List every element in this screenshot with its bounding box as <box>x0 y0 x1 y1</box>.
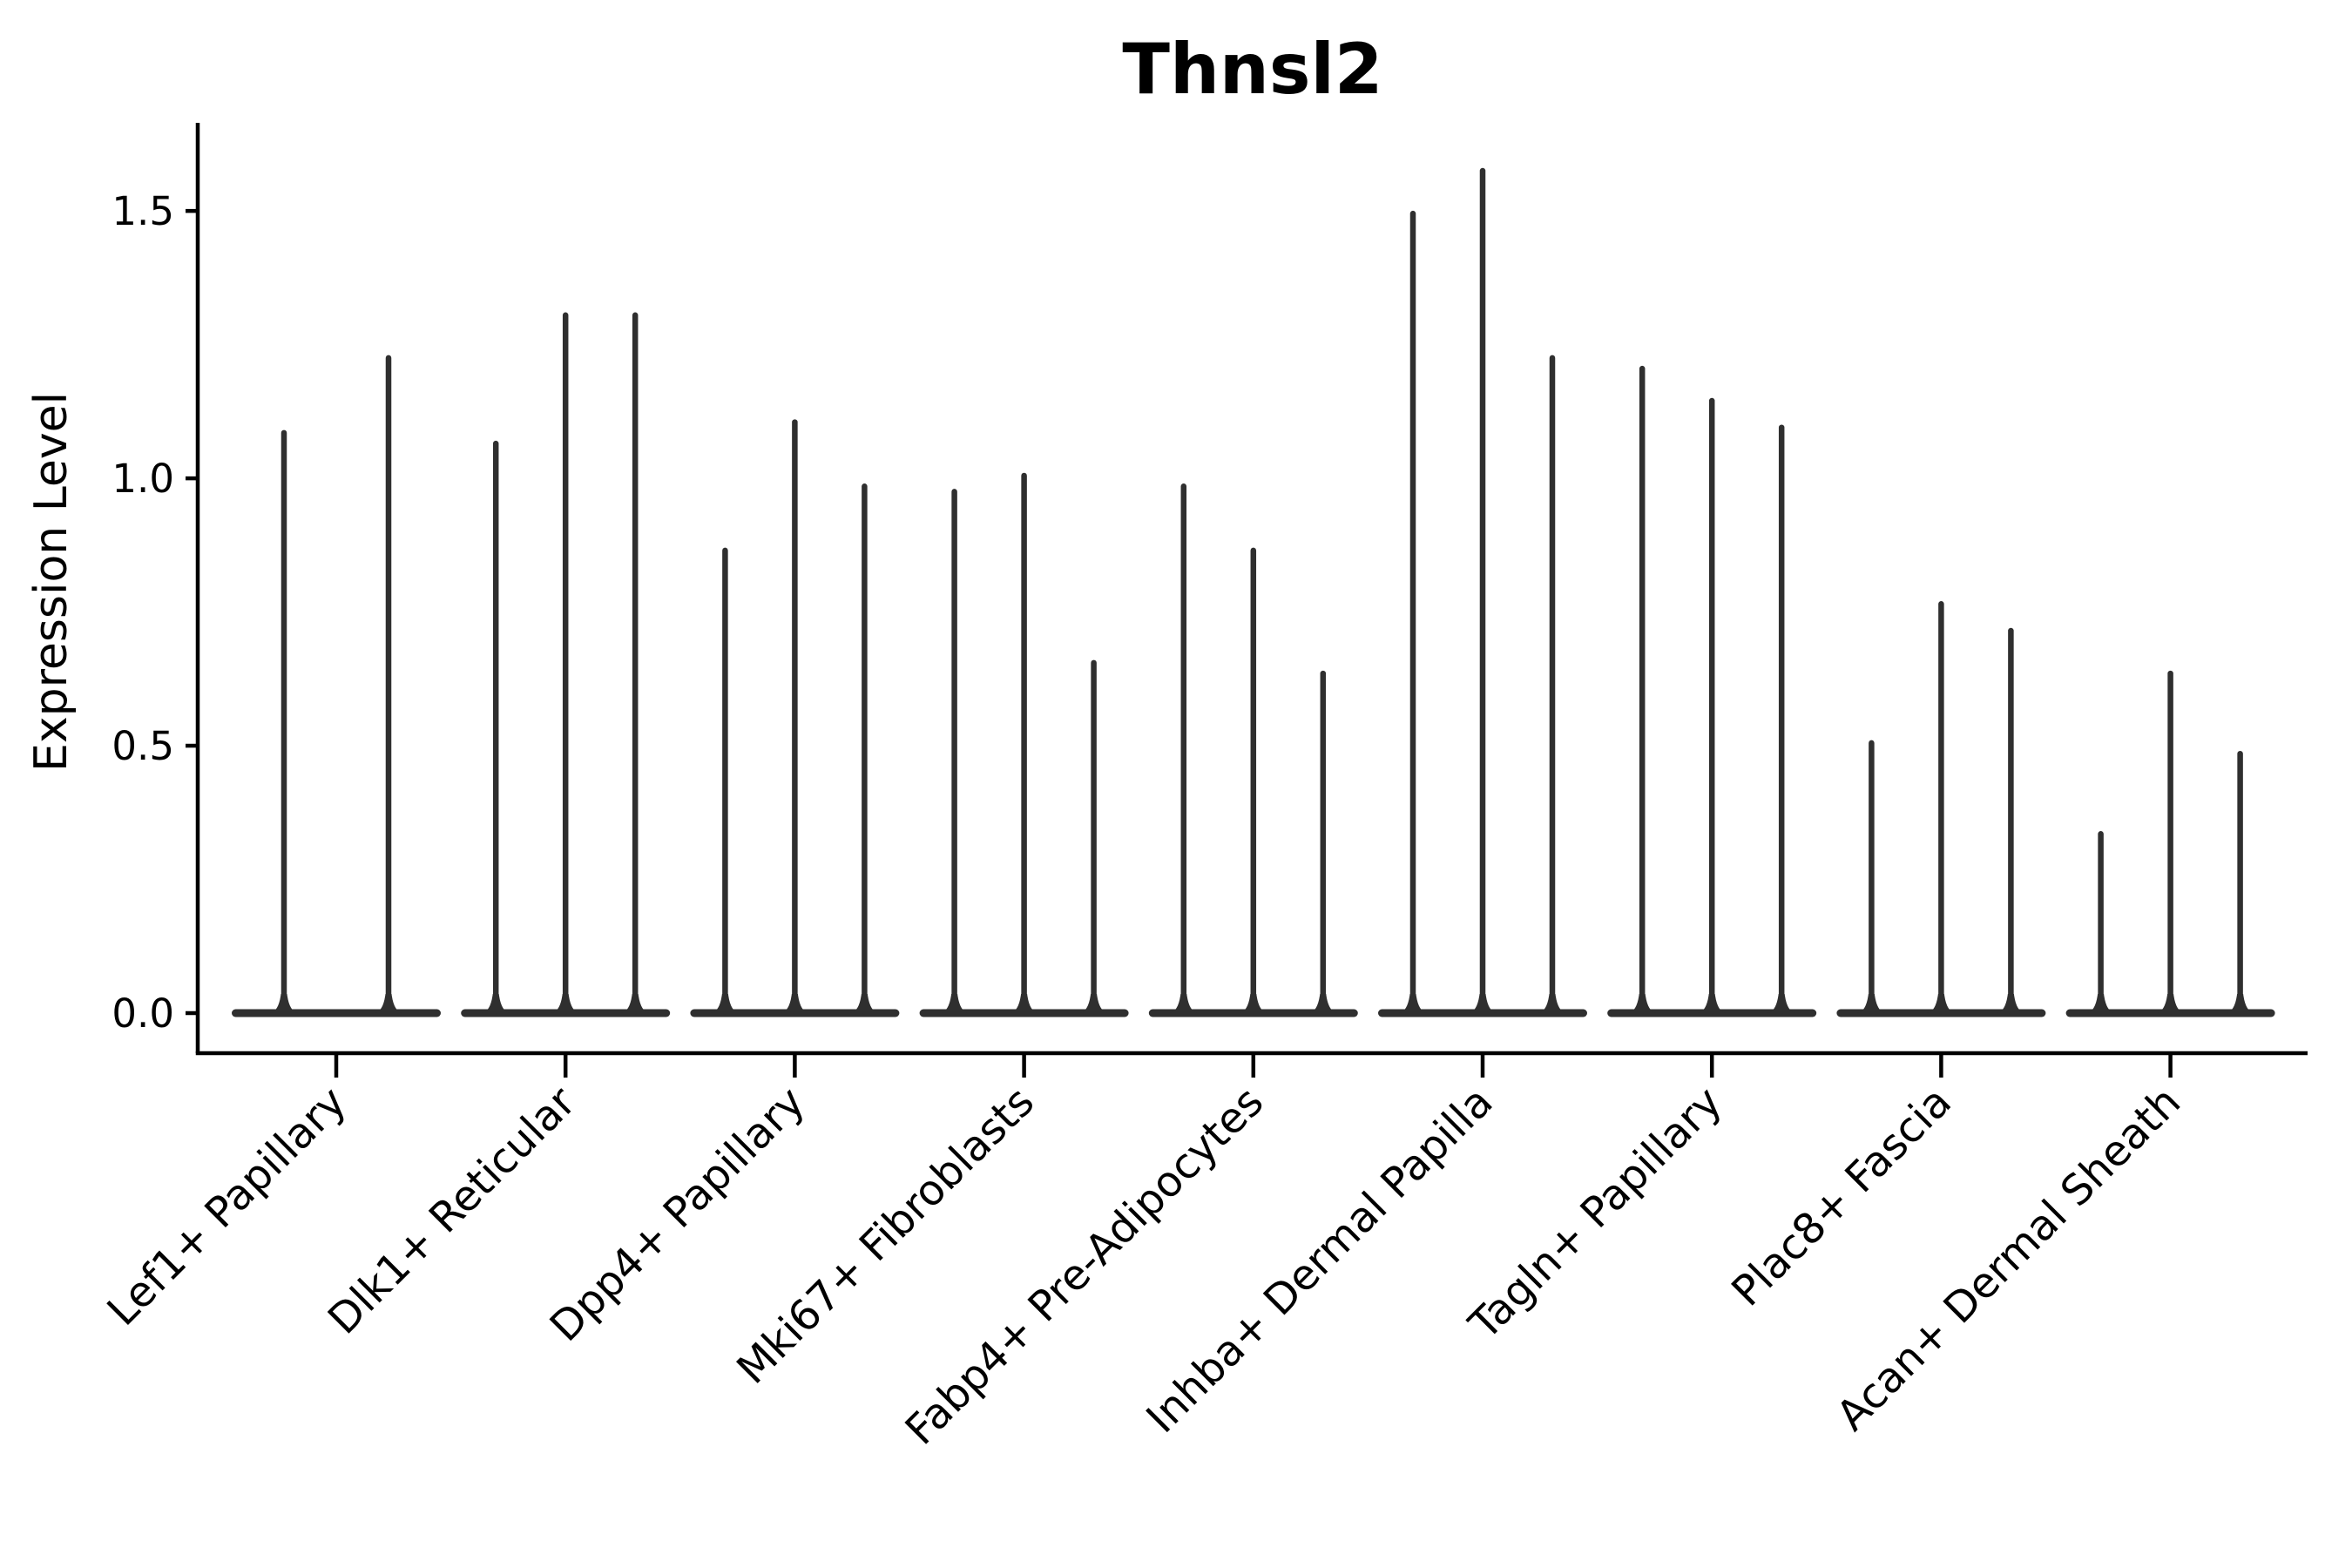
violin-flare <box>711 994 740 1013</box>
violin-flare <box>1010 994 1038 1013</box>
violin-group <box>1378 167 1587 1017</box>
y-tick-label: 0.5 <box>112 723 174 769</box>
violin-flare <box>1997 994 2025 1013</box>
violin-group <box>919 472 1129 1017</box>
violin-group <box>232 355 441 1017</box>
violin-flare <box>1079 994 1108 1013</box>
violin-flare <box>2156 994 2185 1013</box>
violin-flare <box>1239 994 1267 1013</box>
violin-flare <box>551 994 580 1013</box>
y-tick-label: 1.5 <box>112 188 174 234</box>
violin-flare <box>1538 994 1566 1013</box>
violin-group <box>1836 601 2046 1017</box>
violin-flare <box>1169 994 1198 1013</box>
x-tick-label: Lef1+ Papillary <box>98 1078 356 1335</box>
violin-flare <box>621 994 650 1013</box>
violin-base <box>232 1009 441 1017</box>
violin-group <box>690 419 900 1017</box>
violin-flare <box>781 994 809 1013</box>
violin-flare <box>1469 994 1497 1013</box>
x-tick-label: Tagln+ Papillary <box>1459 1078 1731 1349</box>
violin-flare <box>1698 994 1727 1013</box>
x-tick-label: Plac8+ Fascia <box>1722 1078 1961 1316</box>
chart-title: Thnsl2 <box>1122 29 1382 110</box>
violin-flare <box>270 994 298 1013</box>
violin-group <box>1607 365 1817 1017</box>
violin-flare <box>1399 994 1427 1013</box>
violin-flare <box>940 994 969 1013</box>
y-axis-ticks: 0.0 0.5 1.0 1.5 <box>112 188 198 1037</box>
violin-group <box>461 312 671 1017</box>
violin-series <box>232 167 2275 1017</box>
y-tick-label: 0.0 <box>112 990 174 1037</box>
violin-flare <box>1767 994 1796 1013</box>
violin-flare <box>2226 994 2254 1013</box>
violin-flare <box>1628 994 1657 1013</box>
violin-group <box>1148 483 1358 1017</box>
violin-group <box>2065 670 2275 1017</box>
violin-flare <box>375 994 402 1013</box>
x-tick-label: Dlk1+ Reticular <box>319 1078 585 1344</box>
violin-flare <box>1308 994 1337 1013</box>
violin-flare <box>2086 994 2115 1013</box>
y-tick-label: 1.0 <box>112 456 174 502</box>
violin-flare <box>850 994 879 1013</box>
violin-flare <box>1927 994 1956 1013</box>
x-tick-label: Dpp4+ Papillary <box>541 1078 814 1351</box>
violin-flare <box>482 994 510 1013</box>
y-axis-label: Expression Level <box>25 392 78 772</box>
violin-flare <box>1857 994 1886 1013</box>
